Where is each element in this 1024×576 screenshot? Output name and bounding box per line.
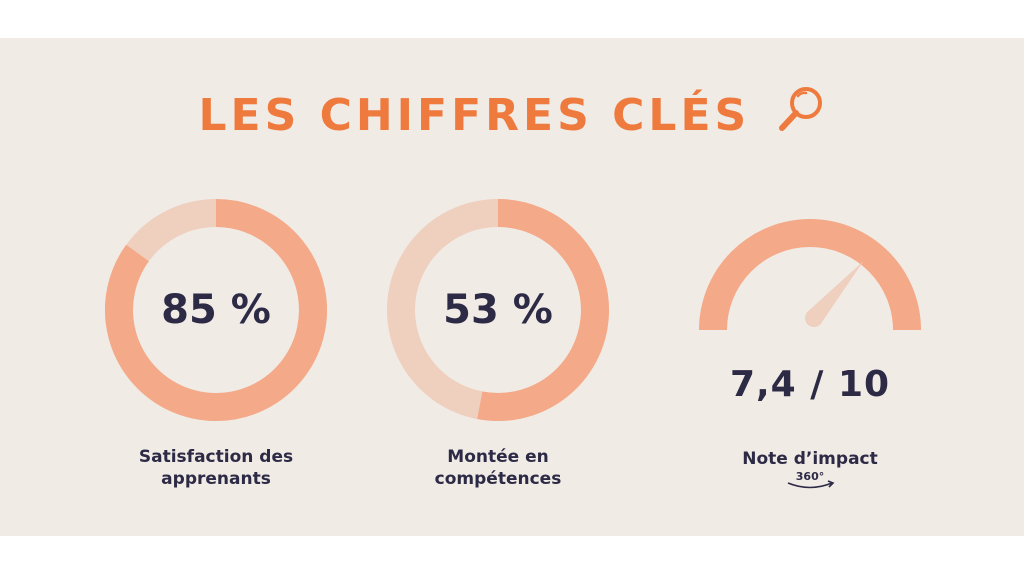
competences-label-line2: compétences (434, 469, 562, 489)
donut-competences-svg (387, 199, 609, 421)
satisfaction-value: 85 % (161, 287, 271, 333)
competences-value: 53 % (443, 287, 553, 333)
gauge-needle-hub (805, 309, 823, 327)
impact-label-line1: Note d’impact (742, 449, 878, 469)
donut-satisfaction-svg (105, 199, 327, 421)
competences-value-arc (477, 199, 609, 421)
donut-chart-competences: 53 % (383, 195, 613, 425)
gauge-svg (699, 219, 921, 331)
gauge-chart-impact (690, 210, 930, 340)
magnifying-glass-icon (776, 84, 826, 148)
badge-360-text: 360° (795, 470, 825, 483)
rotation-arrow-icon (787, 480, 835, 489)
gauge-needle (807, 261, 864, 325)
satisfaction-label: Satisfaction des apprenants (96, 446, 336, 490)
satisfaction-label-line1: Satisfaction des (138, 447, 294, 467)
page-title: LES CHIFFRES CLÉS (0, 84, 1024, 148)
background-band (0, 38, 1024, 536)
badge-360: 360° (770, 470, 850, 490)
gauge-band (699, 219, 921, 331)
competences-label: Montée en compétences (378, 446, 618, 490)
impact-label: Note d’impact (690, 448, 930, 470)
satisfaction-value-arc (105, 199, 327, 421)
donut-chart-satisfaction: 85 % (101, 195, 331, 425)
impact-value: 7,4 / 10 (729, 364, 891, 405)
satisfaction-label-line2: apprenants (161, 469, 271, 489)
competences-label-line1: Montée en (447, 447, 549, 467)
title-text: LES CHIFFRES CLÉS (198, 90, 751, 141)
